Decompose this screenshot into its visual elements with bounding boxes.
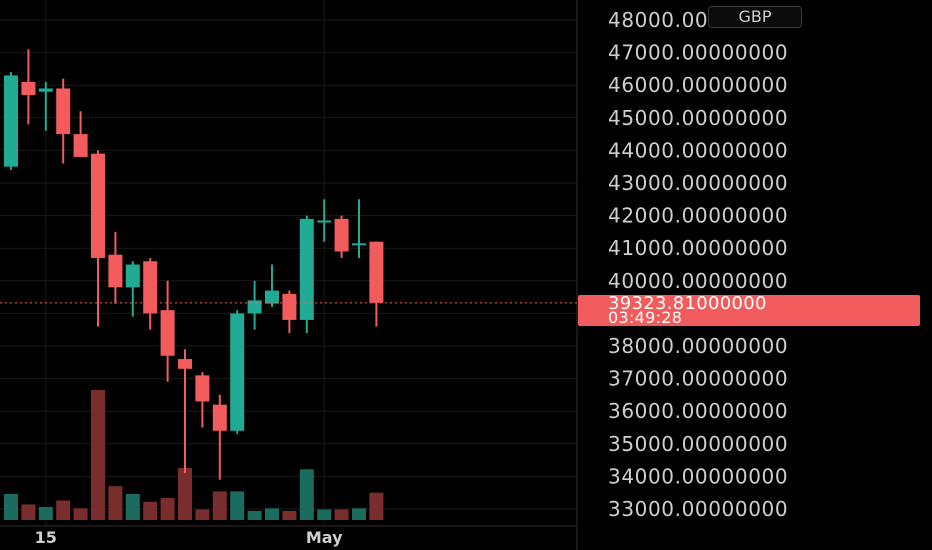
volume-bar [247, 510, 262, 520]
price-tick-label: 45000.00000000 [608, 106, 788, 130]
candle-body [317, 220, 332, 223]
price-tick-label: 40000.00000000 [608, 269, 788, 293]
candle-body [230, 313, 245, 431]
candle-body [352, 243, 366, 246]
candle-body [38, 88, 53, 92]
volume-bar [108, 486, 123, 520]
price-tick-label: 38000.00000000 [608, 334, 788, 358]
price-tick-label: 42000.00000000 [608, 204, 788, 228]
volume-bar [369, 492, 384, 520]
candle-body [334, 218, 349, 252]
volume-bar [265, 508, 279, 520]
last-price-tag: 39323.81000000 03:49:28 [578, 295, 920, 326]
candle-body [369, 241, 384, 303]
chart-grid [0, 0, 578, 550]
volume-bar [56, 500, 71, 520]
price-tick-label: 33000.00000000 [608, 497, 788, 521]
price-tick-label: 36000.00000000 [608, 399, 788, 423]
volume-bar [38, 507, 53, 520]
candle-body [299, 218, 314, 320]
candle-body [247, 300, 262, 314]
candle-body [282, 293, 297, 320]
last-price-value: 39323.81000000 [608, 293, 767, 314]
price-tick-label: 44000.00000000 [608, 138, 788, 162]
volume-bar [282, 510, 297, 520]
volume-bar [317, 509, 332, 520]
candle-body [195, 375, 210, 402]
volume-bars [4, 390, 384, 520]
candle-body [91, 153, 105, 258]
candle-body [212, 404, 227, 431]
volume-bar [125, 494, 140, 520]
candle-body [56, 88, 71, 135]
candle-body [108, 254, 123, 288]
currency-badge[interactable]: GBP [708, 6, 802, 28]
price-tick-label: 47000.00000000 [608, 41, 788, 65]
price-tick-label: 46000.00000000 [608, 73, 788, 97]
candle-body [178, 359, 192, 369]
price-tick-label: 35000.00000000 [608, 432, 788, 456]
volume-bar [352, 508, 366, 520]
candle-body [160, 310, 175, 356]
volume-bar [299, 469, 314, 520]
volume-bar [91, 390, 105, 520]
candle-body [265, 290, 279, 304]
candle-body [21, 81, 36, 95]
volume-bar [21, 504, 36, 520]
volume-bar [73, 508, 88, 520]
candle-body [143, 261, 158, 314]
volume-bar [160, 497, 175, 520]
candle-body [73, 134, 88, 157]
volume-bar [195, 509, 210, 520]
bar-countdown: 03:49:28 [608, 308, 683, 327]
price-axis[interactable]: 48000.0000000047000.0000000046000.000000… [608, 8, 788, 521]
volume-bar [212, 491, 227, 520]
price-tick-label: 37000.00000000 [608, 367, 788, 391]
candle-body [125, 264, 140, 288]
price-tick-label: 34000.00000000 [608, 464, 788, 488]
volume-bar [230, 491, 245, 520]
time-tick-label: May [306, 528, 343, 547]
volume-bar [178, 468, 192, 520]
time-tick-label: 15 [35, 528, 57, 547]
price-tick-label: 41000.00000000 [608, 236, 788, 260]
price-tick-label: 43000.00000000 [608, 171, 788, 195]
candlesticks [4, 49, 384, 480]
time-axis[interactable]: 15 May [35, 528, 343, 547]
volume-bar [334, 509, 349, 520]
volume-bar [4, 494, 18, 520]
candle-body [4, 75, 18, 167]
volume-bar [143, 501, 158, 520]
